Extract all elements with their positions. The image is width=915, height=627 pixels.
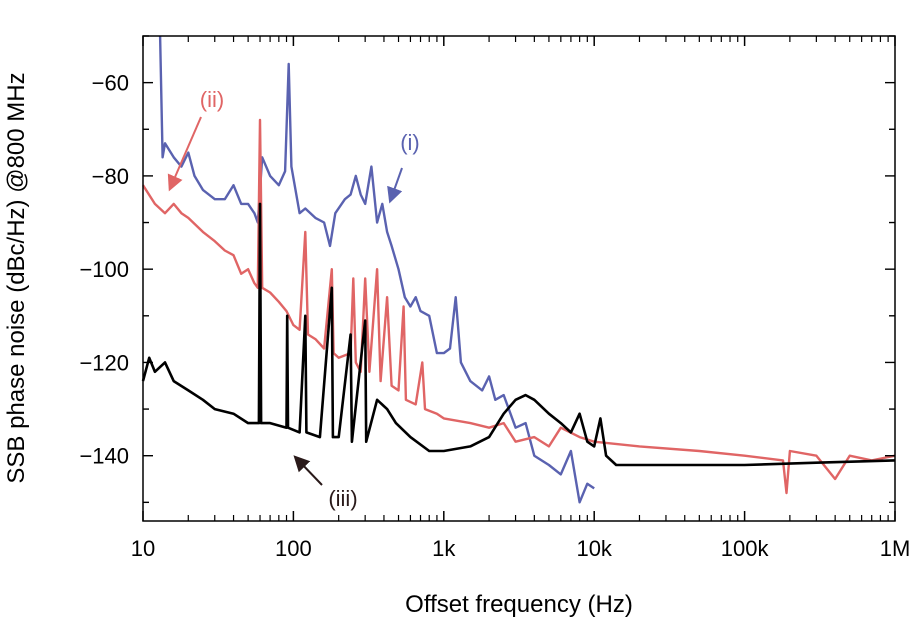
- y-tick-label: −140: [79, 444, 129, 469]
- plot-frame: [142, 35, 896, 522]
- series-line-ii: [141, 118, 896, 495]
- x-axis-label: Offset frequency (Hz): [405, 591, 633, 618]
- series-layer: [141, 35, 896, 504]
- annotation-label-ii: (ii): [200, 87, 224, 112]
- annotations-layer: (i) (ii) (iii): [167, 87, 420, 511]
- series-line-iii: [141, 202, 896, 467]
- annotation-arrow-i: [387, 167, 403, 204]
- annotation-arrow-iii: [293, 455, 323, 486]
- annotation-label-i: (i): [400, 130, 420, 155]
- x-tick-label: 10k: [576, 536, 612, 561]
- x-tick-label: 1M: [880, 536, 911, 561]
- y-axis-label: SSB phase noise (dBc/Hz) @800 MHz: [3, 72, 30, 483]
- x-tick-label: 100: [275, 536, 312, 561]
- annotation-label-iii: (iii): [328, 486, 357, 511]
- x-tick-label: 1k: [432, 536, 456, 561]
- ticks-layer: 10 100 1k 10k 100k 1M −60 −80 −100 −120 −140: [79, 35, 911, 561]
- y-tick-label: −80: [92, 164, 129, 189]
- y-tick-label: −120: [79, 350, 129, 375]
- y-tick-label: −60: [92, 71, 129, 96]
- x-tick-label: 10: [131, 536, 155, 561]
- y-tick-label: −100: [79, 257, 129, 282]
- x-tick-label: 100k: [721, 536, 770, 561]
- annotation-arrow-ii: [167, 116, 202, 192]
- series-line-i: [158, 35, 595, 504]
